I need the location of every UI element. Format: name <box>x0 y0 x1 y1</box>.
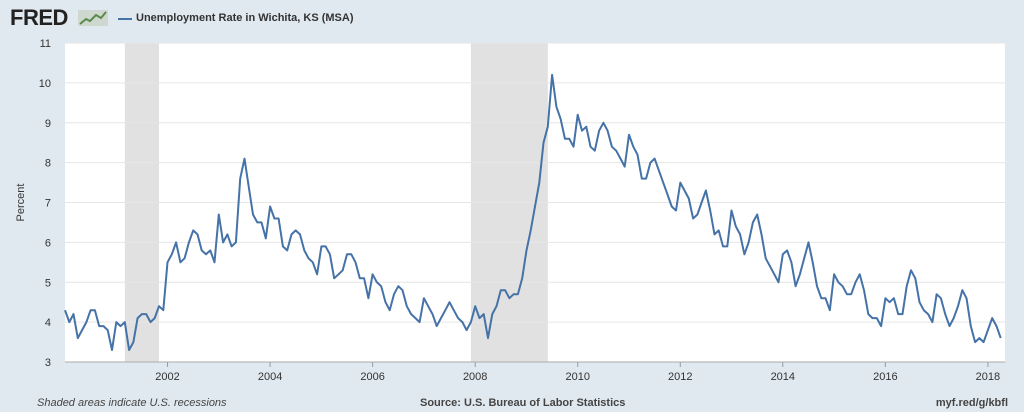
y-axis-label: Percent <box>15 184 27 222</box>
x-tick-label: 2006 <box>360 371 384 383</box>
source-note: Source: U.S. Bureau of Labor Statistics <box>420 397 626 409</box>
x-tick-label: 2014 <box>771 371 795 383</box>
y-tick-label: 7 <box>45 198 51 210</box>
legend-series-label: Unemployment Rate in Wichita, KS (MSA) <box>136 12 354 24</box>
x-tick-label: 2004 <box>258 371 282 383</box>
x-tick-label: 2008 <box>463 371 487 383</box>
y-tick-label: 3 <box>45 357 51 369</box>
legend-line-swatch <box>118 18 132 20</box>
y-tick-label: 6 <box>45 237 51 249</box>
fred-logo[interactable]: FRED <box>10 5 68 30</box>
y-tick-label: 5 <box>45 277 51 289</box>
logo-chart-icon <box>78 10 108 26</box>
recession-note: Shaded areas indicate U.S. recessions <box>37 397 227 409</box>
y-tick-label: 9 <box>45 118 51 130</box>
y-tick-label: 8 <box>45 158 51 170</box>
x-tick-label: 2018 <box>976 371 1000 383</box>
short-link[interactable]: myf.red/g/kbfl <box>935 397 1008 409</box>
series-line-1 <box>64 73 1002 351</box>
x-tick-label: 2010 <box>565 371 589 383</box>
x-tick-label: 2012 <box>668 371 692 383</box>
chart-header: FRED Unemployment Rate in Wichita, KS (M… <box>10 6 1010 30</box>
y-tick-label: 4 <box>45 317 51 329</box>
x-tick-label: 2002 <box>155 371 179 383</box>
y-tick-label: 10 <box>39 78 51 90</box>
x-tick-label: 2016 <box>873 371 897 383</box>
y-tick-label: 11 <box>40 38 51 50</box>
